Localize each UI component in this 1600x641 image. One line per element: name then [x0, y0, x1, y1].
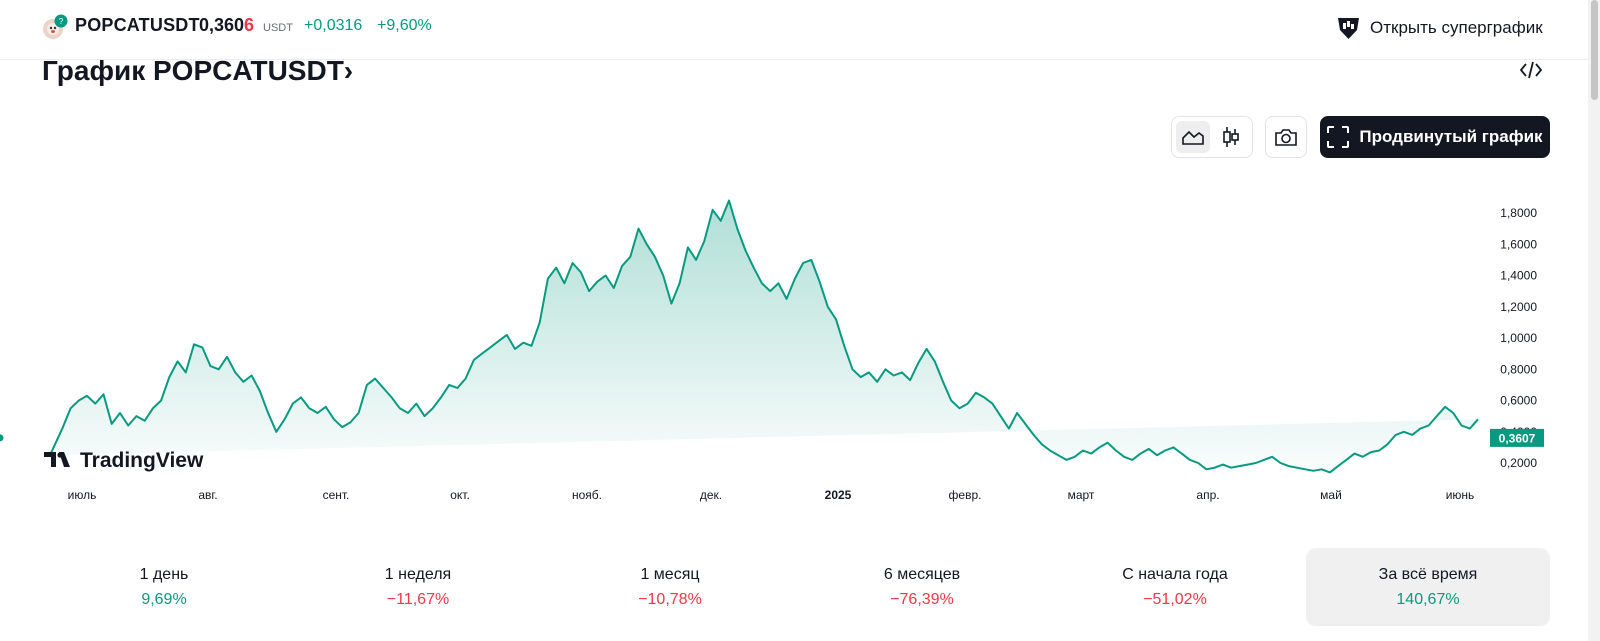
x-tick-label: май — [1320, 488, 1342, 502]
stat-label: 1 неделя — [384, 566, 452, 583]
price-line — [49, 199, 1479, 474]
price-change-abs: +0,0316 — [304, 17, 363, 34]
y-tick-label: 0,2000 — [1500, 456, 1537, 470]
supergraph-label: Открыть суперграфик — [1370, 18, 1543, 37]
x-tick-label: июль — [68, 488, 97, 502]
price-chart[interactable]: 1,8000 1,6000 1,4000 1,2000 1,0000 0,8000 0,60… — [0, 170, 1560, 520]
stat-label: С начала года — [1122, 566, 1228, 583]
y-tick-label: 1,2000 — [1500, 300, 1537, 314]
advanced-chart-button[interactable]: Продвинутый график — [1320, 116, 1550, 158]
y-tick-label: 1,4000 — [1500, 269, 1537, 283]
candles-icon — [1223, 127, 1239, 147]
stat-6-months[interactable]: 6 месяцев −76,39% — [800, 548, 1044, 626]
tradingview-watermark: TradingView — [44, 449, 204, 472]
stat-ytd[interactable]: С начала года −51,02% — [1053, 548, 1297, 626]
stat-1-month[interactable]: 1 месяц −10,78% — [548, 548, 792, 626]
y-tick-label: 1,6000 — [1500, 237, 1537, 251]
stat-value: 140,67% — [1396, 591, 1460, 608]
y-tick-label: 0,8000 — [1500, 362, 1537, 376]
scrollbar[interactable] — [1588, 0, 1600, 641]
tradingview-logo-dot — [57, 452, 63, 458]
stat-value: −11,67% — [386, 591, 450, 608]
tradingview-watermark-text: TradingView — [80, 449, 204, 472]
x-tick-label: сент. — [323, 488, 350, 502]
tradingview-logo-icon — [44, 452, 70, 467]
y-tick-label: 1,8000 — [1500, 206, 1537, 220]
scrollbar-thumb[interactable] — [1591, 0, 1598, 100]
code-embed-icon[interactable] — [1519, 60, 1543, 86]
popcat-coin-icon: ? — [42, 14, 68, 40]
stat-label: За всё время — [1378, 566, 1478, 583]
x-tick-label: июнь — [1446, 488, 1475, 502]
stat-value: 9,69% — [141, 591, 187, 608]
chart-type-toggle — [1171, 116, 1253, 158]
open-supergraph-button[interactable]: Открыть суперграфик — [1335, 13, 1543, 43]
x-tick-label: 2025 — [825, 488, 852, 502]
x-tick-label: март — [1068, 488, 1095, 502]
last-price-badge — [1490, 428, 1544, 447]
fullscreen-icon — [1327, 126, 1350, 148]
camera-icon — [1275, 129, 1297, 146]
price-last-digit: 6 — [244, 15, 255, 35]
stat-all-time[interactable]: За всё время 140,67% — [1306, 548, 1550, 626]
x-tick-label: авг. — [198, 488, 217, 502]
last-price-label: 0,3607 — [1499, 431, 1536, 445]
stat-label: 6 месяцев — [883, 566, 961, 583]
y-tick-label: 1,0000 — [1500, 331, 1537, 345]
price-main: 0,360 — [199, 15, 245, 35]
stat-1-day[interactable]: 1 день 9,69% — [42, 548, 286, 626]
x-tick-label: нояб. — [572, 488, 602, 502]
svg-text:?: ? — [59, 17, 64, 26]
stat-1-week[interactable]: 1 неделя −11,67% — [296, 548, 540, 626]
stat-value: −10,78% — [638, 591, 702, 608]
page-title[interactable]: График POPCATUSDT› — [42, 55, 354, 86]
last-price-dot — [0, 434, 4, 442]
price: 0,3606 — [199, 15, 254, 36]
stat-value: −51,02% — [1143, 591, 1207, 608]
stat-label: 1 месяц — [640, 566, 700, 583]
supergraph-icon — [1338, 18, 1359, 39]
x-tick-label: дек. — [700, 488, 722, 502]
x-tick-label: февр. — [949, 488, 982, 502]
symbol-name[interactable]: POPCATUSDT — [75, 15, 200, 35]
x-tick-label: окт. — [450, 488, 470, 502]
stat-value: −76,39% — [890, 591, 954, 608]
advanced-chart-label: Продвинутый график — [1359, 127, 1543, 146]
snapshot-button[interactable] — [1265, 116, 1307, 158]
price-change-pct: +9,60% — [377, 17, 432, 34]
area-chart-icon — [1182, 130, 1204, 145]
x-tick-label: апр. — [1196, 488, 1219, 502]
currency-unit: USDT — [263, 22, 293, 34]
stat-label: 1 день — [139, 566, 189, 583]
candles-chart-button[interactable] — [1214, 121, 1248, 153]
area-chart-button[interactable] — [1176, 121, 1210, 153]
y-tick-label: 0,6000 — [1500, 394, 1537, 408]
price-area-fill — [50, 200, 1478, 473]
top-bar: ? POPCATUSDT 0,3606 USDT +0,0316 +9,60% … — [0, 0, 1588, 60]
